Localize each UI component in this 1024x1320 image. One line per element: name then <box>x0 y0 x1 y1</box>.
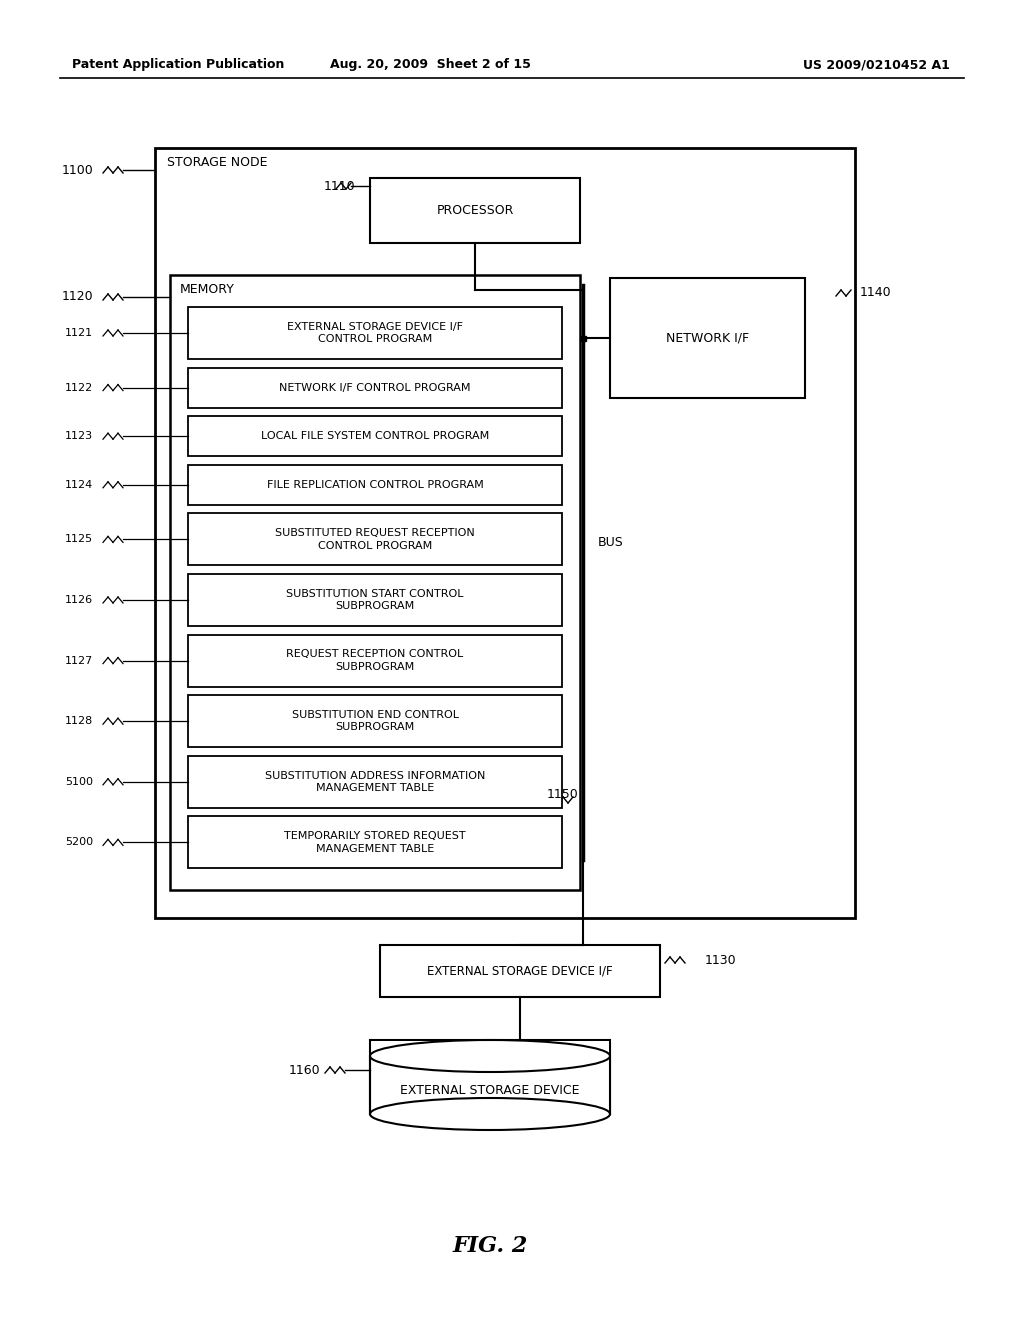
Bar <box>188 696 562 747</box>
Text: 1150: 1150 <box>546 788 578 801</box>
Bar <box>380 945 660 997</box>
Text: LOCAL FILE SYSTEM CONTROL PROGRAM: LOCAL FILE SYSTEM CONTROL PROGRAM <box>261 432 489 441</box>
Text: 1122: 1122 <box>65 383 93 392</box>
Text: NETWORK I/F: NETWORK I/F <box>666 331 750 345</box>
Text: US 2009/0210452 A1: US 2009/0210452 A1 <box>803 58 950 71</box>
Bar <box>188 816 562 869</box>
Bar <box>188 513 562 565</box>
Bar <box>370 1040 610 1114</box>
Bar <box>581 335 586 341</box>
Ellipse shape <box>370 1098 610 1130</box>
Bar <box>188 367 562 408</box>
Text: EXTERNAL STORAGE DEVICE I/F
CONTROL PROGRAM: EXTERNAL STORAGE DEVICE I/F CONTROL PROG… <box>287 322 463 345</box>
Text: SUBSTITUTION START CONTROL
SUBPROGRAM: SUBSTITUTION START CONTROL SUBPROGRAM <box>287 589 464 611</box>
Text: 1140: 1140 <box>860 286 892 300</box>
Text: 1128: 1128 <box>65 717 93 726</box>
Text: PROCESSOR: PROCESSOR <box>436 205 514 216</box>
Text: 1127: 1127 <box>65 656 93 665</box>
Text: 1121: 1121 <box>65 327 93 338</box>
Text: SUBSTITUTED REQUEST RECEPTION
CONTROL PROGRAM: SUBSTITUTED REQUEST RECEPTION CONTROL PR… <box>275 528 475 550</box>
Text: MEMORY: MEMORY <box>180 282 234 296</box>
Text: Patent Application Publication: Patent Application Publication <box>72 58 285 71</box>
Text: 1130: 1130 <box>705 953 736 966</box>
Text: 1160: 1160 <box>289 1064 319 1077</box>
Text: 1110: 1110 <box>324 180 355 193</box>
Text: 1120: 1120 <box>61 290 93 304</box>
Text: 1126: 1126 <box>65 595 93 605</box>
Text: NETWORK I/F CONTROL PROGRAM: NETWORK I/F CONTROL PROGRAM <box>280 383 471 392</box>
Text: BUS: BUS <box>598 536 624 549</box>
Text: 1123: 1123 <box>65 432 93 441</box>
Bar <box>188 756 562 808</box>
Bar <box>372 1041 608 1113</box>
Bar <box>370 178 580 243</box>
Bar <box>170 275 580 890</box>
Text: EXTERNAL STORAGE DEVICE I/F: EXTERNAL STORAGE DEVICE I/F <box>427 965 612 978</box>
Text: 1124: 1124 <box>65 479 93 490</box>
Text: 5100: 5100 <box>65 776 93 787</box>
Bar <box>188 308 562 359</box>
Bar <box>188 574 562 626</box>
Text: REQUEST RECEPTION CONTROL
SUBPROGRAM: REQUEST RECEPTION CONTROL SUBPROGRAM <box>287 649 464 672</box>
Text: STORAGE NODE: STORAGE NODE <box>167 156 267 169</box>
Text: 1100: 1100 <box>61 164 93 177</box>
Text: 5200: 5200 <box>65 837 93 847</box>
Ellipse shape <box>370 1040 610 1072</box>
Text: SUBSTITUTION ADDRESS INFORMATION
MANAGEMENT TABLE: SUBSTITUTION ADDRESS INFORMATION MANAGEM… <box>265 771 485 793</box>
Bar <box>188 635 562 686</box>
Text: TEMPORARILY STORED REQUEST
MANAGEMENT TABLE: TEMPORARILY STORED REQUEST MANAGEMENT TA… <box>285 832 466 854</box>
Text: Aug. 20, 2009  Sheet 2 of 15: Aug. 20, 2009 Sheet 2 of 15 <box>330 58 530 71</box>
Bar <box>610 279 805 399</box>
Bar <box>188 416 562 457</box>
Text: 1125: 1125 <box>65 535 93 544</box>
Text: FIG. 2: FIG. 2 <box>453 1236 527 1257</box>
Text: EXTERNAL STORAGE DEVICE: EXTERNAL STORAGE DEVICE <box>400 1084 580 1097</box>
Bar <box>155 148 855 917</box>
Text: SUBSTITUTION END CONTROL
SUBPROGRAM: SUBSTITUTION END CONTROL SUBPROGRAM <box>292 710 459 733</box>
Text: FILE REPLICATION CONTROL PROGRAM: FILE REPLICATION CONTROL PROGRAM <box>266 479 483 490</box>
Bar <box>188 465 562 504</box>
